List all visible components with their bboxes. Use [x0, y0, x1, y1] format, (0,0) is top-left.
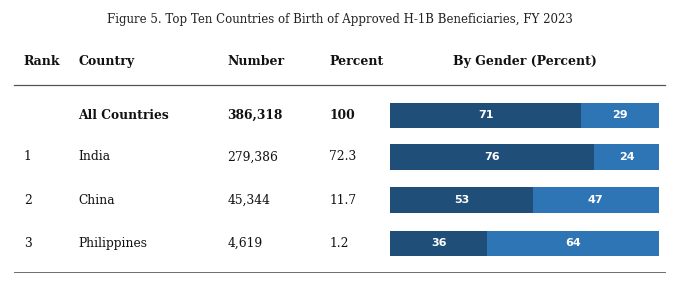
FancyBboxPatch shape	[390, 144, 594, 170]
Text: Country: Country	[78, 55, 134, 69]
Text: Figure 5. Top Ten Countries of Birth of Approved H-1B Beneficiaries, FY 2023: Figure 5. Top Ten Countries of Birth of …	[107, 13, 572, 26]
Text: 71: 71	[478, 110, 494, 120]
FancyBboxPatch shape	[390, 231, 487, 256]
Text: 100: 100	[329, 109, 355, 122]
Text: 24: 24	[619, 152, 634, 162]
FancyBboxPatch shape	[390, 187, 532, 213]
Text: 3: 3	[24, 237, 31, 250]
Text: 29: 29	[612, 110, 627, 120]
Text: 45,344: 45,344	[227, 194, 270, 207]
Text: Philippines: Philippines	[78, 237, 147, 250]
Text: 72.3: 72.3	[329, 150, 356, 164]
Text: 279,386: 279,386	[227, 150, 278, 164]
Text: Rank: Rank	[24, 55, 60, 69]
Text: India: India	[78, 150, 110, 164]
Text: 53: 53	[454, 195, 469, 205]
FancyBboxPatch shape	[594, 144, 659, 170]
Text: China: China	[78, 194, 115, 207]
Text: 11.7: 11.7	[329, 194, 356, 207]
Text: 76: 76	[485, 152, 500, 162]
Text: 36: 36	[431, 238, 447, 248]
Text: 1: 1	[24, 150, 31, 164]
FancyBboxPatch shape	[487, 231, 659, 256]
Text: 4,619: 4,619	[227, 237, 263, 250]
Text: 47: 47	[588, 195, 604, 205]
Text: 64: 64	[565, 238, 581, 248]
Text: 2: 2	[24, 194, 32, 207]
FancyBboxPatch shape	[390, 103, 581, 128]
Text: Percent: Percent	[329, 55, 384, 69]
Text: By Gender (Percent): By Gender (Percent)	[453, 55, 596, 69]
FancyBboxPatch shape	[532, 187, 659, 213]
Text: All Countries: All Countries	[78, 109, 169, 122]
FancyBboxPatch shape	[581, 103, 659, 128]
Text: Number: Number	[227, 55, 285, 69]
Text: 386,318: 386,318	[227, 109, 283, 122]
Text: 1.2: 1.2	[329, 237, 349, 250]
